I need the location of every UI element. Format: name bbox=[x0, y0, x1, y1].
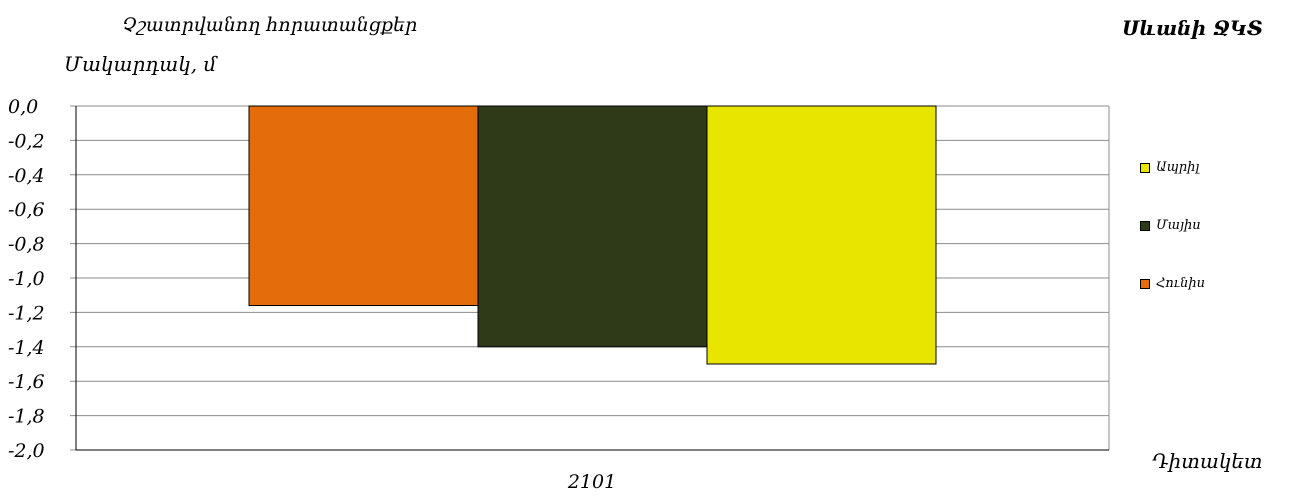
legend-item: Հունիս bbox=[1140, 276, 1205, 291]
bar-1 bbox=[249, 106, 478, 306]
y-tick-label: -1,0 bbox=[8, 268, 45, 290]
y-tick-label: -0,2 bbox=[8, 130, 45, 152]
y-tick-label: -0,4 bbox=[8, 165, 45, 187]
bar-2 bbox=[478, 106, 707, 347]
y-tick-label: -1,6 bbox=[8, 371, 45, 393]
legend-swatch bbox=[1140, 221, 1150, 231]
legend-item: Ապրիլ bbox=[1140, 160, 1199, 175]
bar-3 bbox=[707, 106, 936, 364]
y-tick-label: 0,0 bbox=[8, 96, 38, 118]
y-tick-label: -0,8 bbox=[8, 234, 45, 256]
x-tick-label: 2101 bbox=[567, 471, 616, 493]
y-tick-label: -1,4 bbox=[8, 337, 45, 359]
y-tick-label: -1,2 bbox=[8, 302, 45, 324]
y-tick-label: -0,6 bbox=[8, 199, 45, 221]
legend-label: Հունիս bbox=[1156, 276, 1205, 291]
legend-swatch bbox=[1140, 279, 1150, 289]
legend-swatch bbox=[1140, 163, 1150, 173]
legend-label: Մայիս bbox=[1156, 218, 1201, 233]
legend-label: Ապրիլ bbox=[1156, 160, 1199, 175]
legend-item: Մայիս bbox=[1140, 218, 1201, 233]
y-tick-label: -1,8 bbox=[8, 406, 45, 428]
y-tick-label: -2,0 bbox=[8, 440, 45, 462]
